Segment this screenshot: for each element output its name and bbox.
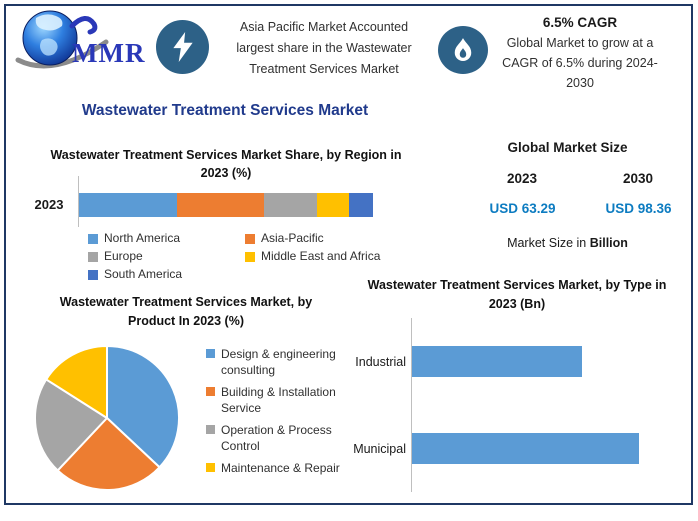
legend-swatch-building-installation-service [206,387,215,396]
legend-label: Building & Installation Service [221,385,336,415]
legend-label: Design & engineering consulting [221,347,336,377]
legend-item: South America [88,267,245,283]
type-chart-title: Wastewater Treatment Services Market, by… [367,278,667,311]
product-chart-title: Wastewater Treatment Services Market, by… [59,295,313,328]
pie-slice-operation-process-control [34,378,108,472]
region-chart-axis [78,176,79,227]
type-bar-area [411,405,663,492]
legend-item: Maintenance & Repair [206,460,348,476]
region-bar-segment-asia-pacific [177,193,264,217]
legend-label: Maintenance & Repair [221,461,340,475]
legend-item: Building & Installation Service [206,384,348,416]
legend-item: Design & engineering consulting [206,346,348,378]
region-bar-segment-north-america [79,193,178,217]
cagr-text: Global Market to grow at a CAGR of 6.5% … [502,36,658,90]
legend-swatch-operation-process-control [206,425,215,434]
region-bar-segment-middle-east-and-africa [316,193,349,217]
legend-label: Middle East and Africa [261,249,381,263]
region-bar-segment-south-america [348,193,373,217]
cagr-callout-circle [438,26,488,74]
pie-slice-maintenance-repair [45,345,108,419]
lightning-icon [172,32,193,62]
type-category-label: Municipal [353,441,406,456]
flame-icon [454,38,472,61]
market-size-title: Global Market Size [507,140,628,155]
mmr-logo: MMR [14,8,148,74]
legend-swatch-design-engineering-consulting [206,349,215,358]
globe-icon [15,10,109,69]
legend-swatch-middle-east-and-africa [245,252,255,262]
region-legend: North America Asia-Pacific Europe Middle Ea… [88,231,403,283]
type-bar-row-industrial: Industrial [345,318,663,405]
type-bar-row-municipal: Municipal [345,405,663,492]
legend-item: Middle East and Africa [245,249,403,265]
market-size-year-2023: 2023 [506,171,538,186]
type-bar-area [411,318,663,405]
cagr-title: 6.5% CAGR [542,15,618,30]
legend-label: Asia-Pacific [261,231,324,245]
legend-label: South America [104,267,183,281]
legend-label: Operation & Process Control [221,423,332,453]
market-size-value-2023: USD 63.29 [489,201,556,216]
type-category-label: Industrial [355,354,406,369]
market-size-note: Market Size in Billion [455,236,680,250]
legend-swatch-asia-pacific [245,234,255,244]
market-size-note-text: Market Size in [507,236,590,250]
legend-swatch-maintenance-repair [206,463,215,472]
cagr-callout: 6.5% CAGR Global Market to grow at a CAG… [494,15,666,93]
legend-swatch-south-america [88,270,98,280]
type-bar-chart: Industrial Municipal [345,318,663,492]
market-size-year-2030: 2030 [622,171,654,186]
region-chart-title: Wastewater Treatment Services Market Sha… [50,148,402,180]
pie-slice-building-installation-service [56,417,161,491]
product-pie-chart [34,345,180,491]
legend-swatch-north-america [88,234,98,244]
type-bar-municipal [412,433,640,464]
market-size-note-unit: Billion [589,236,628,250]
product-legend: Design & engineering consulting Building … [206,346,348,482]
legend-label: Europe [104,249,143,263]
highlight-callout-circle [156,20,209,74]
legend-item: Europe [88,249,245,265]
region-stacked-bar [79,193,373,217]
logo-text: MMR [72,38,146,68]
type-bar-industrial [412,346,583,377]
legend-item: Asia-Pacific [245,231,403,247]
market-size-value-2030: USD 98.36 [605,201,672,216]
legend-item: North America [88,231,245,247]
highlight-text: Asia Pacific Market Accounted largest sh… [236,20,412,76]
page-title: Wastewater Treatment Services Market [81,102,369,119]
legend-item: Operation & Process Control [206,422,348,454]
pie-slice-design-engineering-consulting [106,345,180,469]
legend-label: North America [104,231,181,245]
region-bar-segment-europe [263,193,317,217]
infographic-frame [4,4,693,505]
region-year-label: 2023 [34,197,64,212]
legend-swatch-europe [88,252,98,262]
